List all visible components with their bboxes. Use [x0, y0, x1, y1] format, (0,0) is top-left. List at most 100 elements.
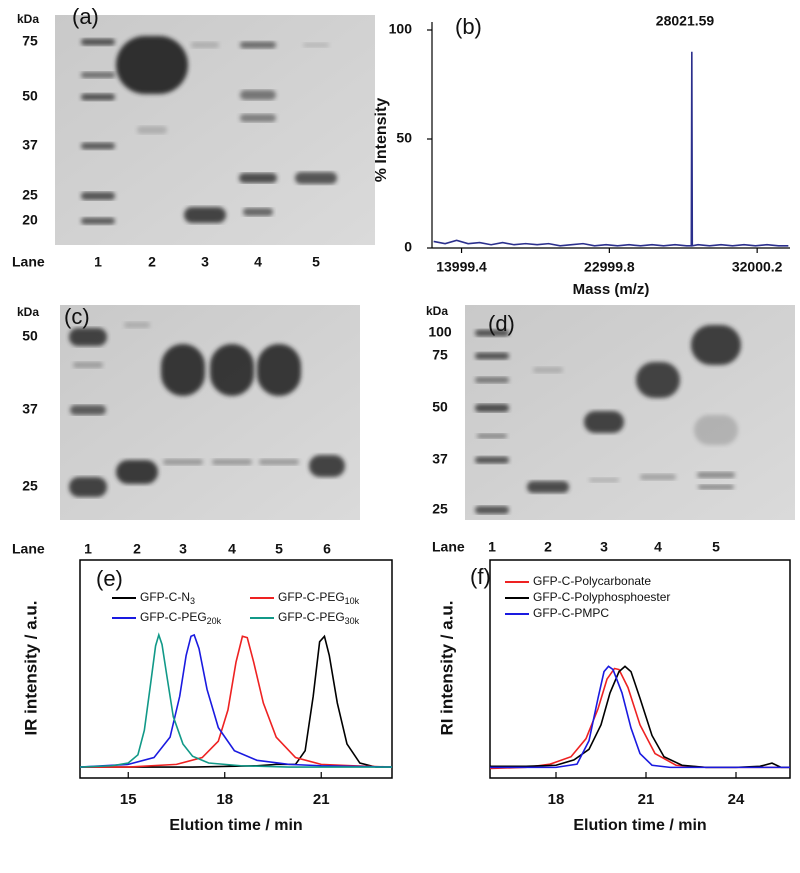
y-axis-label: RI intensity / a.u.	[437, 600, 456, 735]
data-line	[79, 632, 392, 768]
gel-image	[55, 15, 375, 245]
annotation: 28021.59	[656, 13, 715, 29]
y-tick-label: 100	[389, 21, 413, 37]
panel-label: (a)	[72, 4, 99, 29]
panel-label: (f)	[470, 564, 491, 589]
gel-band	[636, 362, 680, 398]
gel-band	[475, 404, 509, 412]
lane-label: 6	[323, 541, 331, 557]
gel-band	[240, 41, 276, 49]
gel-band	[475, 329, 509, 337]
gel-band	[475, 456, 509, 464]
gel-band	[210, 344, 254, 396]
marker-label: 75	[22, 33, 38, 49]
legend-label: GFP-C-PEG20k	[140, 610, 222, 626]
gel-image	[465, 305, 795, 520]
x-axis-label: Elution time / min	[169, 817, 302, 834]
plot-frame	[79, 559, 393, 779]
gel-band	[70, 405, 106, 415]
lane-label: 5	[312, 254, 320, 270]
x-tick-label: 24	[728, 791, 745, 808]
marker-label: 37	[432, 451, 448, 467]
unit-label: kDa	[426, 304, 448, 318]
lane-label: 4	[228, 541, 236, 557]
lane-label: 2	[133, 541, 141, 557]
x-axis-label: Mass (m/z)	[573, 281, 650, 298]
gel-band	[475, 377, 509, 383]
legend-label: GFP-C-N3	[140, 590, 195, 606]
gel-band	[309, 455, 345, 477]
x-tick-label: 18	[216, 791, 233, 808]
gel-band	[697, 472, 735, 478]
marker-label: 25	[22, 187, 38, 203]
gel-band	[259, 459, 299, 465]
lane-label: 3	[600, 539, 608, 555]
gel-band	[81, 38, 115, 46]
gel-band	[212, 459, 252, 465]
x-tick-label: 22999.8	[584, 259, 635, 275]
data-line	[79, 633, 393, 768]
marker-label: 50	[432, 399, 448, 415]
lane-title: Lane	[432, 539, 465, 555]
gel-band	[584, 411, 624, 433]
y-axis-label: IR intensity / a.u.	[21, 600, 40, 735]
lane-label: 4	[654, 539, 662, 555]
y-axis-label: % Intensity	[373, 98, 390, 183]
gel-image	[60, 305, 360, 520]
x-axis-label: Elution time / min	[573, 817, 706, 834]
data-line	[490, 665, 790, 769]
lane-label: 4	[254, 254, 262, 270]
unit-label: kDa	[17, 12, 39, 26]
gel-band	[73, 362, 103, 368]
gel-band	[303, 42, 329, 48]
panel-label: (b)	[455, 14, 482, 39]
panel-label: (d)	[488, 311, 515, 336]
gel-band	[81, 142, 115, 150]
gel-band	[240, 114, 276, 122]
x-tick-label: 32000.2	[732, 259, 783, 275]
gel-band	[691, 325, 741, 365]
gel-band	[694, 415, 738, 445]
lane-label: 5	[712, 539, 720, 555]
marker-label: 50	[22, 88, 38, 104]
gel-band	[81, 217, 115, 225]
gel-band	[640, 474, 676, 480]
gel-band	[239, 173, 277, 183]
lane-title: Lane	[12, 254, 45, 270]
x-tick-label: 15	[120, 791, 137, 808]
x-tick-label: 18	[548, 791, 565, 808]
legend-label: GFP-C-PMPC	[533, 606, 609, 620]
gel-band	[243, 208, 273, 216]
legend-label: GFP-C-Polycarbonate	[533, 574, 651, 588]
gel-band	[477, 433, 507, 439]
marker-label: 75	[432, 347, 448, 363]
data-line	[80, 634, 392, 768]
data-line	[80, 635, 393, 768]
marker-label: 37	[22, 137, 38, 153]
gel-band	[240, 90, 276, 100]
legend-label: GFP-C-PEG30k	[278, 610, 360, 626]
lane-label: 1	[84, 541, 92, 557]
lane-label: 1	[488, 539, 496, 555]
legend-label: GFP-C-Polyphosphoester	[533, 590, 670, 604]
lane-label: 5	[275, 541, 283, 557]
gel-band	[81, 192, 115, 200]
gel-band	[116, 36, 188, 94]
lane-label: 2	[544, 539, 552, 555]
gel-band	[475, 352, 509, 360]
gel-band	[589, 477, 619, 483]
lane-title: Lane	[12, 541, 45, 557]
x-tick-label: 21	[638, 791, 655, 808]
marker-label: 20	[22, 212, 38, 228]
marker-label: 50	[22, 328, 38, 344]
y-tick-label: 50	[396, 130, 412, 146]
panel-label: (c)	[64, 304, 90, 329]
lane-label: 2	[148, 254, 156, 270]
data-line	[490, 665, 790, 769]
gel-band	[163, 459, 203, 465]
gel-band	[527, 481, 569, 493]
gel-band	[81, 72, 115, 78]
gel-band	[124, 322, 150, 328]
lane-label: 1	[94, 254, 102, 270]
gel-band	[191, 42, 219, 48]
